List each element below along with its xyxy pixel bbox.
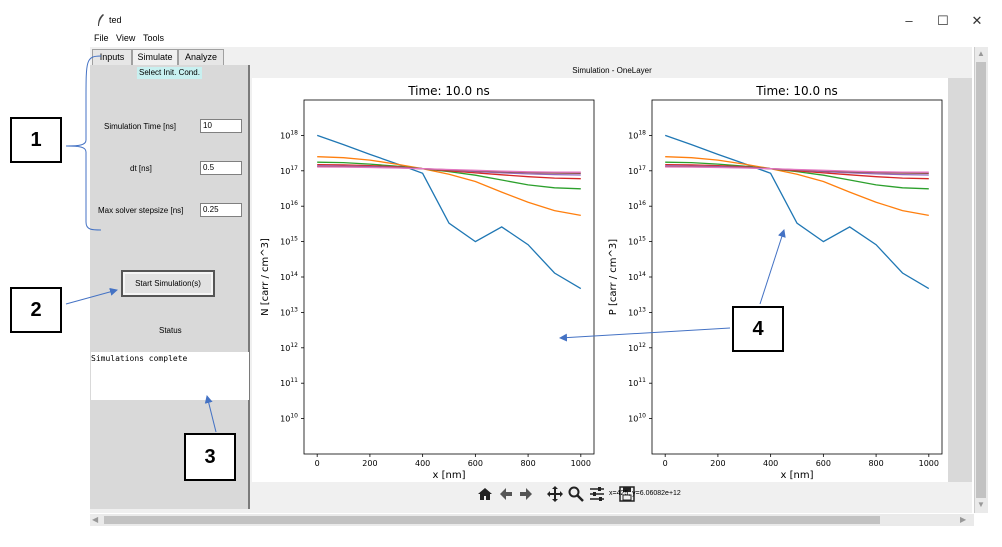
y-axis-label: N [carr / cm^3] bbox=[260, 238, 271, 316]
annotation-1: 1 bbox=[10, 117, 62, 163]
y-tick-label: 1018 bbox=[280, 129, 298, 140]
sim-time-label: Simulation Time [ns] bbox=[104, 122, 177, 131]
plot-toolbar bbox=[474, 482, 732, 507]
simulation-header: Simulation - OneLayer bbox=[572, 66, 652, 75]
horizontal-scroll-thumb[interactable] bbox=[104, 516, 880, 524]
x-tick-label: 800 bbox=[868, 459, 883, 468]
title-bar bbox=[90, 10, 1002, 32]
scroll-left-icon[interactable]: ◀ bbox=[92, 515, 99, 524]
series-line-2 bbox=[665, 156, 929, 217]
status-output[interactable]: Simulations complete bbox=[91, 352, 249, 400]
series-line-4 bbox=[665, 163, 929, 180]
configure-icon[interactable] bbox=[588, 485, 606, 503]
sim-time-input[interactable]: 10 bbox=[200, 119, 242, 133]
y-tick-label: 1016 bbox=[280, 200, 298, 211]
x-tick-label: 400 bbox=[415, 459, 430, 468]
save-icon[interactable] bbox=[618, 485, 636, 503]
feather-icon bbox=[98, 14, 104, 26]
chart-2: 0 200 400 600 800 1000 1010 1011 1012 1013 1014 101… bbox=[600, 78, 948, 482]
home-icon[interactable] bbox=[476, 485, 494, 503]
x-tick-label: 600 bbox=[816, 459, 831, 468]
y-tick-label: 1011 bbox=[628, 377, 646, 388]
x-tick-label: 400 bbox=[763, 459, 778, 468]
series-line-7 bbox=[317, 166, 581, 173]
chart-title: Time: 10.0 ns bbox=[755, 84, 838, 98]
series-line-3 bbox=[317, 161, 581, 190]
max-stepsize-label: Max solver stepsize [ns] bbox=[98, 206, 184, 215]
x-tick-label: 0 bbox=[663, 459, 668, 468]
y-tick-label: 1012 bbox=[628, 342, 646, 353]
menu-file[interactable]: File bbox=[94, 33, 109, 43]
y-axis-label: P [carr / cm^3] bbox=[608, 239, 619, 315]
x-axis-label: x [nm] bbox=[781, 470, 814, 481]
x-tick-label: 1000 bbox=[571, 459, 591, 468]
y-tick-label: 1013 bbox=[628, 306, 646, 317]
back-icon[interactable] bbox=[497, 485, 515, 503]
x-tick-label: 200 bbox=[710, 459, 725, 468]
chart-title: Time: 10.0 ns bbox=[407, 84, 490, 98]
tab-analyze[interactable]: Analyze bbox=[178, 49, 224, 65]
series-line-7 bbox=[665, 166, 929, 173]
zoom-icon[interactable] bbox=[567, 485, 585, 503]
x-tick-label: 800 bbox=[520, 459, 535, 468]
y-tick-label: 1017 bbox=[628, 165, 646, 176]
series-line-1 bbox=[316, 134, 582, 290]
y-tick-label: 1017 bbox=[280, 165, 298, 176]
annotation-4: 4 bbox=[732, 306, 784, 352]
vertical-scroll-thumb[interactable] bbox=[976, 62, 986, 498]
start-simulation-button[interactable]: Start Simulation(s) bbox=[121, 270, 215, 297]
annotation-3: 3 bbox=[184, 433, 236, 481]
scroll-right-icon[interactable]: ▶ bbox=[960, 515, 967, 524]
y-tick-label: 1016 bbox=[628, 200, 646, 211]
coordinate-readout: x=425, y=6.06082e+12 bbox=[609, 490, 681, 497]
forward-icon[interactable] bbox=[517, 485, 535, 503]
series-line-4 bbox=[317, 163, 581, 180]
y-tick-label: 1011 bbox=[280, 377, 298, 388]
scroll-down-icon[interactable]: ▼ bbox=[977, 500, 985, 509]
plot-area: 0 200 400 600 800 1000 1010 1011 1012 1013 1014 101… bbox=[252, 78, 972, 482]
minimize-button[interactable]: – bbox=[905, 13, 913, 28]
y-tick-label: 1012 bbox=[280, 342, 298, 353]
chart-background bbox=[252, 78, 600, 482]
dt-input[interactable]: 0.5 bbox=[200, 161, 242, 175]
status-label: Status bbox=[159, 326, 182, 335]
max-stepsize-input[interactable]: 0.25 bbox=[200, 203, 242, 217]
series-line-3 bbox=[665, 161, 929, 190]
y-tick-label: 1015 bbox=[280, 236, 298, 247]
menu-view[interactable]: View bbox=[116, 33, 136, 43]
y-tick-label: 1018 bbox=[628, 129, 646, 140]
x-tick-label: 0 bbox=[315, 459, 320, 468]
dt-label: dt [ns] bbox=[130, 164, 152, 173]
menu-tools[interactable]: Tools bbox=[143, 33, 165, 43]
tab-simulate[interactable]: Simulate bbox=[132, 49, 178, 66]
x-tick-label: 600 bbox=[468, 459, 483, 468]
close-button[interactable]: ✕ bbox=[971, 13, 983, 28]
x-axis-label: x [nm] bbox=[433, 470, 466, 481]
simulation-charts[interactable]: 0 200 400 600 800 1000 1010 1011 1012 1013 1014 101… bbox=[252, 78, 972, 482]
y-tick-label: 1014 bbox=[628, 271, 646, 282]
y-tick-label: 1010 bbox=[280, 413, 298, 424]
select-init-cond-label[interactable]: Select Init. Cond. bbox=[137, 67, 202, 79]
tab-inputs[interactable]: Inputs bbox=[92, 49, 132, 65]
y-tick-label: 1015 bbox=[628, 236, 646, 247]
x-tick-label: 1000 bbox=[919, 459, 939, 468]
maximize-button[interactable]: ☐ bbox=[937, 13, 949, 28]
window-title: ted bbox=[109, 15, 122, 25]
y-tick-label: 1010 bbox=[628, 413, 646, 424]
series-line-1 bbox=[664, 134, 930, 290]
chart-1: 0 200 400 600 800 1000 1010 1011 1012 1013 1014 101… bbox=[252, 78, 600, 482]
annotation-2: 2 bbox=[10, 287, 62, 333]
y-tick-label: 1013 bbox=[280, 306, 298, 317]
pan-icon[interactable] bbox=[546, 485, 564, 503]
scroll-up-icon[interactable]: ▲ bbox=[977, 49, 985, 58]
series-line-2 bbox=[317, 156, 581, 217]
y-tick-label: 1014 bbox=[280, 271, 298, 282]
x-tick-label: 200 bbox=[362, 459, 377, 468]
